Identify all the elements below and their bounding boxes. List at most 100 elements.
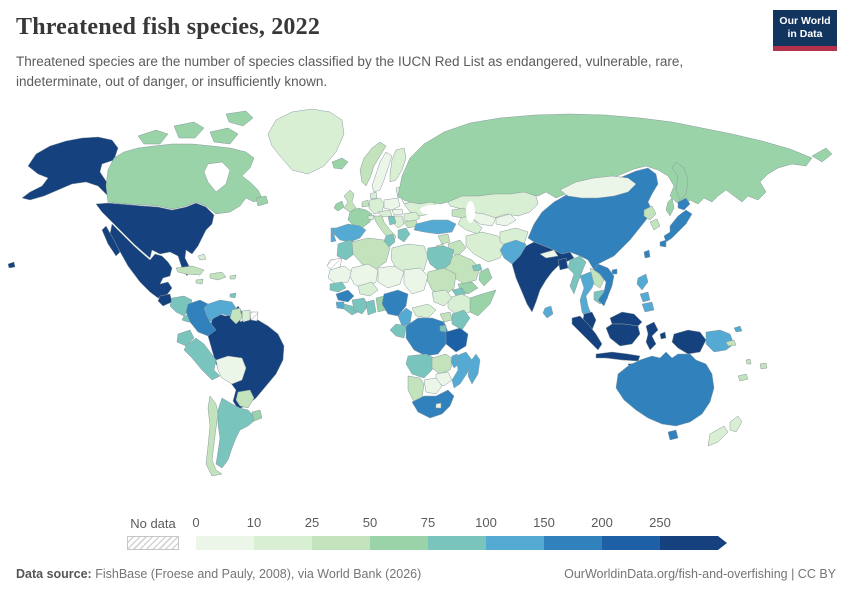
country-zambia[interactable] bbox=[431, 353, 455, 375]
country-taiwan[interactable] bbox=[643, 249, 651, 259]
country-tasmania[interactable] bbox=[667, 429, 679, 441]
country-hispaniola[interactable] bbox=[209, 271, 227, 281]
country-switzerland[interactable] bbox=[367, 214, 375, 221]
country-north-korea[interactable] bbox=[643, 205, 657, 221]
country-algeria[interactable] bbox=[351, 237, 391, 271]
country-united-states[interactable] bbox=[95, 202, 215, 277]
country-egypt[interactable] bbox=[426, 245, 455, 273]
country-benelux[interactable] bbox=[361, 199, 370, 208]
country-chile[interactable] bbox=[205, 395, 223, 477]
country-spain[interactable] bbox=[333, 223, 367, 243]
country-uruguay[interactable] bbox=[251, 409, 263, 422]
country-japan-kyushu[interactable] bbox=[659, 239, 667, 248]
country-guinea[interactable] bbox=[335, 289, 355, 303]
country-tanzania[interactable] bbox=[445, 327, 469, 353]
country-jamaica[interactable] bbox=[195, 278, 204, 285]
country-mexico[interactable] bbox=[109, 223, 173, 299]
country-guatemala[interactable] bbox=[157, 293, 173, 307]
country-rwanda-burundi[interactable] bbox=[439, 324, 447, 333]
country-vietnam[interactable] bbox=[593, 263, 615, 307]
country-argentina[interactable] bbox=[215, 397, 255, 469]
country-ireland[interactable] bbox=[333, 200, 345, 212]
country-indonesia-maluku[interactable] bbox=[659, 331, 667, 340]
country-trinidad[interactable] bbox=[229, 292, 237, 299]
country-bahamas[interactable] bbox=[197, 253, 207, 261]
country-philippines-visayas[interactable] bbox=[639, 291, 651, 303]
country-burkina-faso[interactable] bbox=[357, 281, 379, 297]
country-tunisia[interactable] bbox=[383, 233, 396, 248]
country-paraguay[interactable] bbox=[235, 389, 255, 409]
country-indonesia-java[interactable] bbox=[595, 351, 641, 362]
country-japan-hokkaido[interactable] bbox=[677, 197, 691, 211]
legend-bin[interactable] bbox=[660, 536, 718, 550]
country-chukotka[interactable] bbox=[811, 147, 833, 163]
country-uae[interactable] bbox=[471, 263, 483, 272]
country-myanmar[interactable] bbox=[567, 255, 587, 295]
country-hainan[interactable] bbox=[611, 268, 618, 275]
country-canada-arctic-3[interactable] bbox=[209, 127, 239, 145]
country-hungary-slovakia[interactable] bbox=[391, 208, 404, 216]
country-canada-arctic-2[interactable] bbox=[173, 121, 205, 139]
country-vanuatu[interactable] bbox=[745, 358, 752, 365]
country-greece[interactable] bbox=[397, 227, 411, 243]
country-finland[interactable] bbox=[389, 147, 407, 183]
no-data-swatch[interactable] bbox=[127, 536, 179, 550]
country-congo-gabon[interactable] bbox=[389, 323, 407, 339]
country-indonesia-sulawesi[interactable] bbox=[645, 321, 659, 351]
country-new-zealand-south[interactable] bbox=[707, 425, 729, 447]
country-cameroon[interactable] bbox=[397, 307, 413, 327]
country-kyrgyzstan-tajikistan[interactable] bbox=[495, 213, 517, 227]
country-sri-lanka[interactable] bbox=[542, 305, 554, 319]
country-senegal[interactable] bbox=[329, 281, 347, 293]
country-sweden[interactable] bbox=[371, 151, 393, 193]
country-south-korea[interactable] bbox=[649, 218, 661, 231]
country-hawaii[interactable] bbox=[7, 261, 16, 269]
country-puerto-rico[interactable] bbox=[229, 274, 237, 280]
country-colombia[interactable] bbox=[185, 299, 217, 337]
country-south-sudan[interactable] bbox=[431, 289, 453, 307]
country-indonesia-papua[interactable] bbox=[671, 329, 707, 355]
country-bangladesh[interactable] bbox=[557, 257, 569, 271]
country-guyana[interactable] bbox=[229, 307, 243, 325]
country-nepal[interactable] bbox=[539, 249, 559, 259]
country-solomon-islands[interactable] bbox=[725, 339, 737, 347]
country-philippines-mindanao[interactable] bbox=[641, 301, 655, 313]
country-south-africa[interactable] bbox=[411, 389, 455, 419]
country-central-african-republic[interactable] bbox=[411, 303, 437, 319]
country-syria[interactable] bbox=[437, 233, 451, 245]
country-sudan[interactable] bbox=[426, 267, 457, 297]
country-iceland[interactable] bbox=[331, 157, 349, 170]
country-french-guiana[interactable] bbox=[249, 311, 259, 322]
legend-bin[interactable] bbox=[370, 536, 428, 550]
country-japan-honshu[interactable] bbox=[663, 209, 693, 243]
country-mozambique[interactable] bbox=[451, 351, 473, 389]
country-australia[interactable] bbox=[615, 351, 715, 427]
country-austria-czechia[interactable] bbox=[377, 209, 393, 218]
country-fiji[interactable] bbox=[759, 362, 768, 370]
owid-logo[interactable]: Our World in Data bbox=[773, 10, 837, 51]
country-liberia[interactable] bbox=[343, 303, 359, 316]
legend-bin[interactable] bbox=[602, 536, 660, 550]
country-ecuador[interactable] bbox=[176, 329, 195, 347]
country-lesotho[interactable] bbox=[435, 402, 442, 409]
country-canada-arctic-1[interactable] bbox=[137, 129, 169, 145]
country-canada-arctic-4[interactable] bbox=[225, 110, 254, 127]
country-portugal[interactable] bbox=[330, 227, 337, 243]
country-venezuela[interactable] bbox=[203, 299, 237, 323]
country-philippines-luzon[interactable] bbox=[636, 273, 649, 291]
country-caucasus[interactable] bbox=[451, 207, 471, 219]
country-greenland[interactable] bbox=[267, 108, 345, 175]
country-croatia[interactable] bbox=[387, 215, 397, 226]
country-chad[interactable] bbox=[403, 267, 429, 295]
country-somalia[interactable] bbox=[469, 289, 497, 317]
legend-bin[interactable] bbox=[544, 536, 602, 550]
country-kenya[interactable] bbox=[451, 309, 471, 331]
country-botswana[interactable] bbox=[423, 377, 443, 395]
country-canada[interactable] bbox=[105, 143, 263, 215]
owid-url-license[interactable]: OurWorldinData.org/fish-and-overfishing … bbox=[564, 567, 836, 581]
country-baja[interactable] bbox=[101, 225, 121, 257]
legend-bin[interactable] bbox=[312, 536, 370, 550]
legend-bin[interactable] bbox=[254, 536, 312, 550]
country-papua-new-guinea[interactable] bbox=[705, 329, 735, 353]
country-iran[interactable] bbox=[465, 231, 507, 263]
